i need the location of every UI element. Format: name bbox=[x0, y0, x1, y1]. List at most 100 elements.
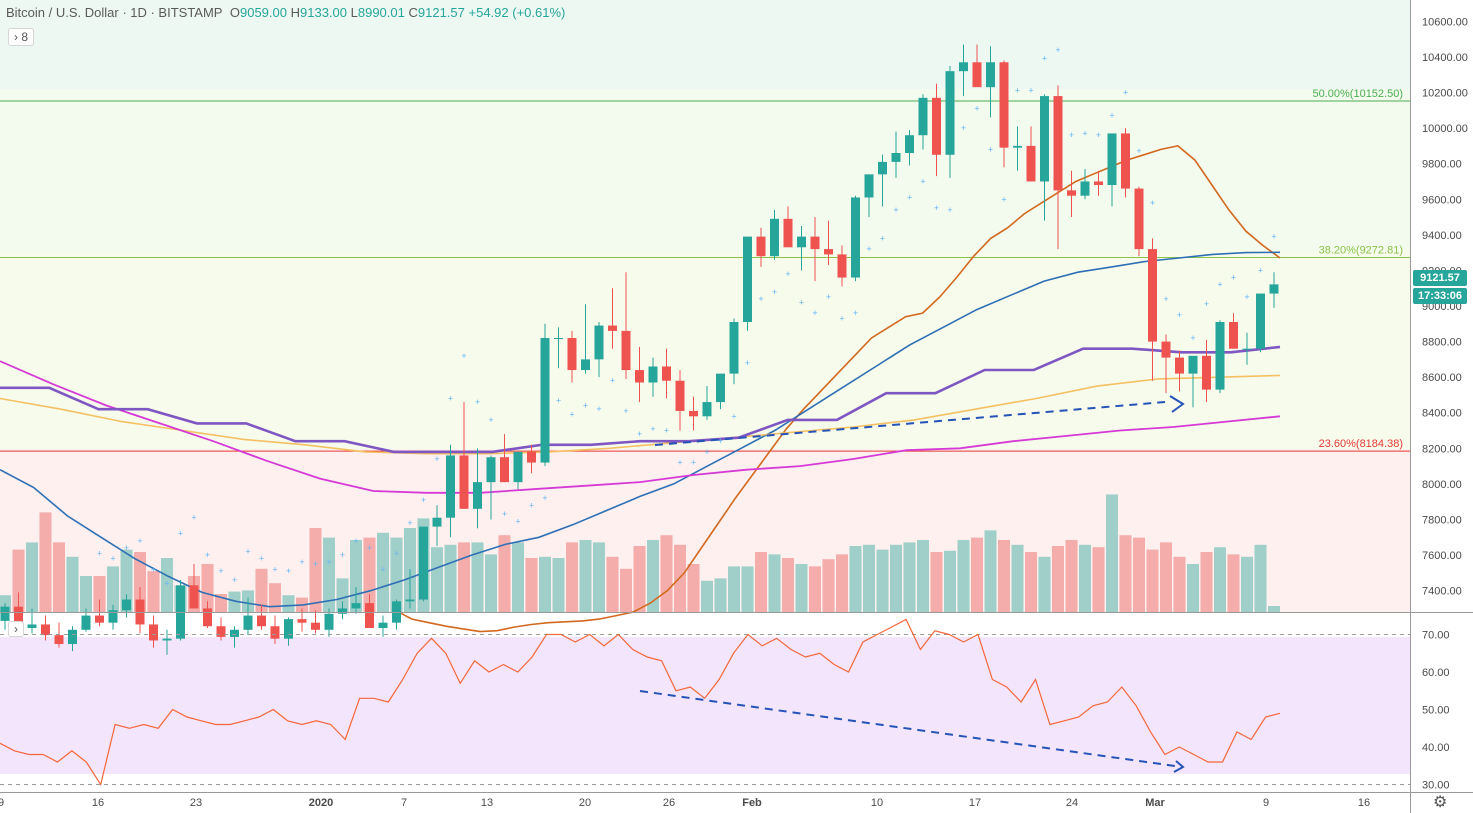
candle-body bbox=[986, 62, 995, 88]
volume-bar bbox=[1079, 544, 1091, 612]
volume-bar bbox=[363, 537, 376, 612]
price-tick-label: 9600.00 bbox=[1422, 194, 1462, 206]
candle-body bbox=[1175, 357, 1184, 374]
sar-dot: + bbox=[664, 426, 669, 436]
candle-body bbox=[959, 62, 968, 72]
sar-dot: + bbox=[880, 233, 885, 243]
candle-body bbox=[1013, 145, 1022, 148]
volume-bar bbox=[161, 558, 173, 612]
volume-bar bbox=[944, 550, 956, 612]
sar-dot: + bbox=[1217, 280, 1222, 290]
sar-dot: + bbox=[677, 458, 682, 468]
sar-dot: + bbox=[1163, 294, 1168, 304]
price-tick-label: 8000.00 bbox=[1422, 479, 1462, 491]
sar-dot: + bbox=[1001, 194, 1006, 204]
candle-body bbox=[338, 608, 347, 614]
volume-bar bbox=[26, 542, 38, 612]
candle-body bbox=[108, 610, 118, 623]
candle-body bbox=[932, 97, 941, 155]
sar-dot: + bbox=[907, 192, 912, 202]
volume-bar bbox=[809, 566, 821, 612]
sar-dot: + bbox=[529, 500, 534, 510]
sar-dot: + bbox=[1177, 310, 1182, 320]
trend-lines[interactable] bbox=[639, 395, 1185, 773]
volume-bar bbox=[782, 558, 794, 612]
symbol-title[interactable]: Bitcoin / U.S. Dollar · 1D · BITSTAMP bbox=[6, 5, 223, 20]
sar-dot: + bbox=[583, 401, 588, 411]
sar-dot: + bbox=[1150, 198, 1155, 208]
volume-bars bbox=[0, 494, 1280, 612]
time-tick-label: 20 bbox=[579, 797, 591, 809]
candle-body bbox=[743, 236, 752, 323]
price-axis[interactable]: 7400.00 7600.00 7800.00 8000.00 8200.00 8400.… bbox=[1422, 16, 1468, 791]
volume-bar bbox=[107, 566, 119, 612]
candle-body bbox=[1067, 190, 1076, 196]
volume-bar bbox=[768, 554, 781, 612]
volume-bar bbox=[647, 540, 659, 612]
volume-bar bbox=[1052, 546, 1064, 612]
candle-body bbox=[270, 626, 280, 639]
sar-dot: + bbox=[178, 529, 183, 539]
fib-label-1: 38.20%(9272.81) bbox=[1319, 244, 1403, 256]
candle-body bbox=[446, 455, 455, 518]
sar-dot: + bbox=[286, 566, 291, 576]
sar-dot: + bbox=[839, 313, 844, 323]
volume-bar bbox=[498, 535, 511, 612]
sar-dot: + bbox=[745, 358, 750, 368]
sar-dot: + bbox=[434, 454, 439, 464]
price-trend-arrow bbox=[1169, 395, 1185, 413]
volume-bar bbox=[917, 540, 929, 612]
volume-bar bbox=[377, 532, 389, 612]
volume-bar bbox=[228, 591, 241, 612]
candle-body bbox=[1229, 322, 1238, 349]
candle-body bbox=[513, 451, 523, 483]
sar-dot: + bbox=[542, 493, 547, 503]
sar-dot: + bbox=[812, 308, 817, 318]
sar-dot: + bbox=[1069, 130, 1074, 140]
indicators-toggle-button[interactable]: › 8 bbox=[8, 28, 35, 46]
candle-body bbox=[257, 615, 266, 627]
volume-bar bbox=[552, 558, 565, 612]
volume-bar bbox=[1025, 552, 1037, 612]
time-tick-label: Feb bbox=[742, 797, 762, 809]
volume-bar bbox=[147, 571, 160, 612]
parabolic-sar: + + + + + + + + + + + + + + + + + + + + + + + + + + + + + + + + + + + + + + + +… bbox=[97, 45, 1277, 589]
fib-label-2: 23.60%(8184.38) bbox=[1319, 438, 1403, 450]
rsi-pane-toggle-button[interactable]: › bbox=[8, 621, 24, 637]
last-price-tag: 9121.57 bbox=[1413, 270, 1467, 286]
time-tick-label: 16 bbox=[1358, 797, 1370, 809]
fib-levels: 50.00%(10152.50) 38.20%(9272.81) 23.60%(81… bbox=[0, 88, 1410, 452]
volume-bar bbox=[66, 556, 79, 612]
candle-body bbox=[68, 629, 77, 645]
sar-dot: + bbox=[407, 518, 412, 528]
sar-dot: + bbox=[799, 297, 804, 307]
candle-body bbox=[473, 482, 482, 509]
time-axis[interactable]: 9 16 23 2020 7 13 20 26 Feb 10 17 24 Mar 9 16 bbox=[0, 797, 1370, 809]
rsi-tick-label: 70.00 bbox=[1422, 630, 1450, 642]
candle-body bbox=[81, 615, 91, 630]
volume-bar bbox=[485, 554, 497, 612]
candle-body bbox=[486, 457, 496, 483]
sar-dot: + bbox=[164, 579, 169, 589]
candle-body bbox=[716, 373, 725, 403]
candle-body bbox=[122, 599, 131, 611]
candle-body bbox=[1107, 133, 1117, 186]
price-tick-label: 8200.00 bbox=[1422, 443, 1462, 455]
sar-dot: + bbox=[380, 564, 385, 574]
rsi-tick-label: 50.00 bbox=[1422, 705, 1450, 717]
volume-bar bbox=[255, 568, 268, 612]
candle-body bbox=[284, 619, 293, 639]
gear-icon[interactable]: ⚙ bbox=[1433, 794, 1448, 811]
volume-bar bbox=[471, 542, 484, 612]
volume-bar bbox=[620, 568, 632, 612]
change-value: +54.92 (+0.61%) bbox=[468, 5, 566, 20]
volume-bar bbox=[39, 512, 52, 612]
sar-dot: + bbox=[1271, 232, 1276, 242]
time-tick-label: Mar bbox=[1145, 797, 1165, 809]
volume-bar bbox=[525, 558, 538, 612]
volume-bar bbox=[458, 542, 470, 612]
sar-dot: + bbox=[691, 458, 696, 468]
sar-dot: + bbox=[1015, 86, 1020, 96]
price-tick-label: 7600.00 bbox=[1422, 550, 1462, 562]
